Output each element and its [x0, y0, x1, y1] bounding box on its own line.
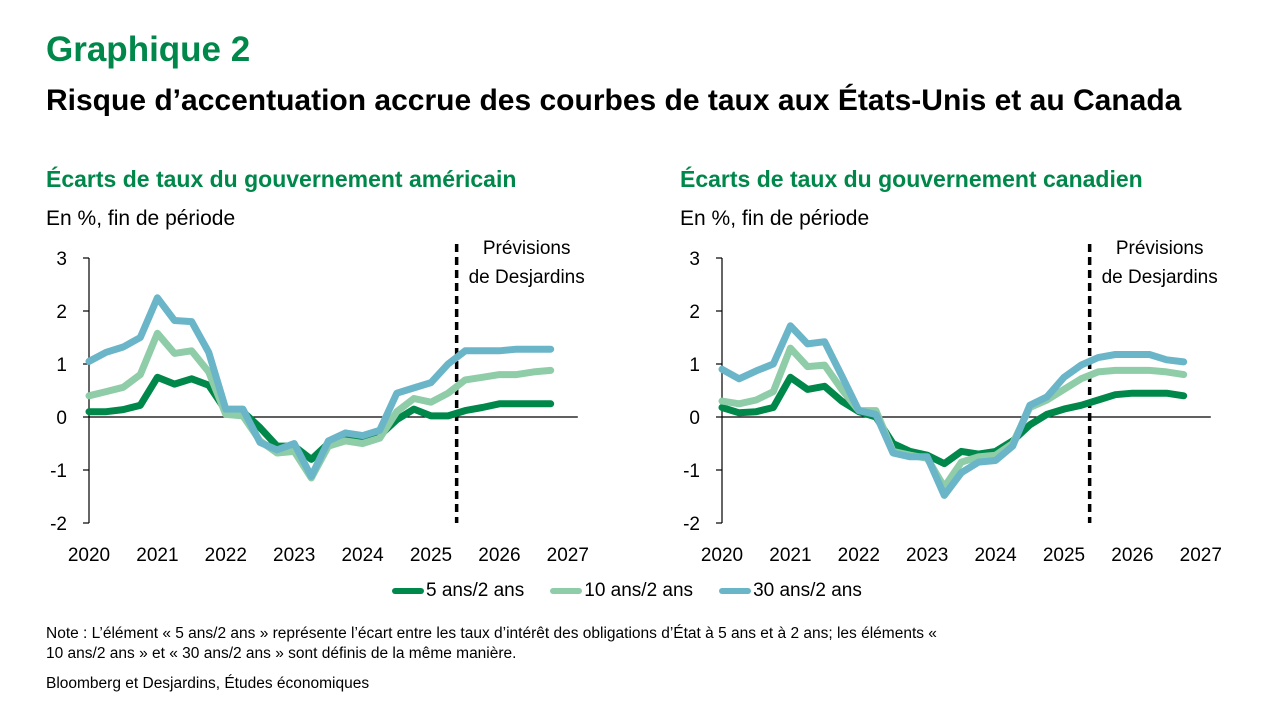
- source: Bloomberg et Desjardins, Études économiq…: [46, 675, 370, 692]
- us-series-5-ans-2-ans: [85, 373, 555, 463]
- us-y-tick-label: 3: [56, 249, 67, 270]
- ca-y-tick-label: -1: [683, 461, 700, 482]
- us-y-tick-label: -2: [50, 514, 67, 535]
- canada-chart-unit: En %, fin de période: [680, 207, 870, 230]
- us-x-tick-label: 2027: [547, 545, 589, 566]
- us-x-tick-label: 2020: [68, 545, 110, 566]
- ca-series-30-ans-2-ans: [718, 322, 1188, 499]
- ca-x-tick-label: 2026: [1111, 545, 1153, 566]
- ca-y-tick-label: 0: [689, 408, 700, 429]
- ca-x-tick-label: 2027: [1180, 545, 1222, 566]
- canada-chart-subtitle: Écarts de taux du gouvernement canadien: [680, 166, 1143, 192]
- us-chart-unit: En %, fin de période: [46, 207, 236, 230]
- ca-forecast-label: Prévisions: [1116, 238, 1204, 259]
- ca-forecast-label: de Desjardins: [1102, 267, 1218, 288]
- ca-x-tick-label: 2024: [974, 545, 1017, 566]
- ca-x-tick-label: 2020: [701, 545, 743, 566]
- ca-y-tick-label: 3: [689, 249, 700, 270]
- us-y-tick-label: 1: [56, 355, 67, 376]
- ca-x-tick-label: 2023: [906, 545, 948, 566]
- us-x-tick-label: 2022: [205, 545, 247, 566]
- legend-swatch-30y: [719, 588, 752, 594]
- legend-label-10y: 10 ans/2 ans: [584, 580, 694, 601]
- ca-x-tick-label: 2022: [838, 545, 880, 566]
- legend-item-30y: 30 ans/2 ans: [719, 580, 862, 602]
- us-series-30-ans-2-ans: [85, 294, 555, 480]
- legend-label-5y: 5 ans/2 ans: [426, 580, 525, 601]
- us-y-tick-label: 2: [56, 302, 67, 323]
- ca-x-tick-label: 2025: [1043, 545, 1085, 566]
- legend: 5 ans/2 ans 10 ans/2 ans 30 ans/2 ans: [392, 580, 862, 602]
- legend-swatch-5y: [392, 588, 424, 594]
- us-x-tick-label: 2026: [478, 545, 520, 566]
- legend-label-30y: 30 ans/2 ans: [753, 580, 862, 601]
- us-chart-subtitle: Écarts de taux du gouvernement américain: [46, 166, 517, 192]
- us-y-tick-label: 0: [56, 408, 67, 429]
- ca-x-tick-label: 2021: [769, 545, 811, 566]
- legend-item-5y: 5 ans/2 ans: [392, 580, 524, 602]
- us-forecast-label: Prévisions: [483, 238, 571, 259]
- us-x-tick-label: 2024: [341, 545, 384, 566]
- graph-number: Graphique 2: [46, 30, 251, 69]
- ca-y-tick-label: -2: [683, 514, 700, 535]
- legend-item-10y: 10 ans/2 ans: [550, 580, 693, 602]
- ca-series-10-ans-2-ans: [718, 344, 1188, 491]
- us-y-tick-label: -1: [50, 461, 67, 482]
- footnote: Note : L’élément « 5 ans/2 ans » représe…: [46, 625, 937, 662]
- ca-series-5-ans-2-ans: [718, 373, 1188, 468]
- us-x-tick-label: 2021: [136, 545, 178, 566]
- chart-title: Risque d’accentuation accrue des courbes…: [46, 84, 1182, 117]
- us-x-tick-label: 2025: [410, 545, 452, 566]
- ca-y-tick-label: 1: [689, 355, 700, 376]
- legend-swatch-10y: [550, 588, 583, 594]
- us-forecast-label: de Desjardins: [469, 267, 585, 288]
- us-x-tick-label: 2023: [273, 545, 315, 566]
- ca-y-tick-label: 2: [689, 302, 700, 323]
